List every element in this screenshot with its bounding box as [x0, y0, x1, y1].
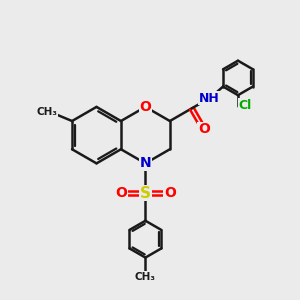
Text: CH₃: CH₃: [135, 272, 156, 282]
Text: O: O: [115, 186, 127, 200]
Text: O: O: [198, 122, 210, 136]
Text: NH: NH: [199, 92, 220, 105]
Text: O: O: [164, 186, 176, 200]
Text: S: S: [140, 186, 151, 201]
Text: O: O: [140, 100, 151, 114]
Text: N: N: [140, 156, 151, 170]
Text: Cl: Cl: [239, 99, 252, 112]
Text: CH₃: CH₃: [36, 107, 57, 117]
